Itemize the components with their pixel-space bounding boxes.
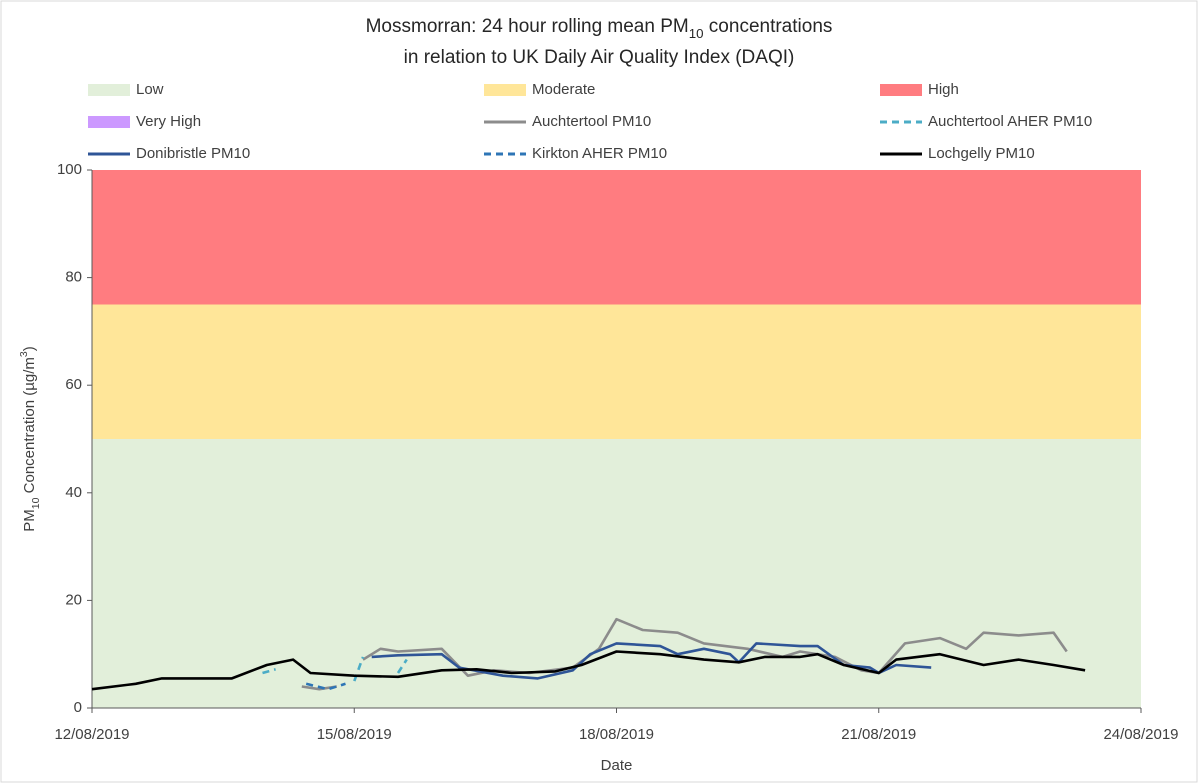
subscript: 10 — [689, 26, 704, 41]
legend-swatch — [880, 84, 922, 96]
x-tick-label: 24/08/2019 — [1103, 726, 1178, 743]
legend-label: Auchtertool AHER PM10 — [928, 113, 1092, 130]
x-tick-label: 15/08/2019 — [317, 726, 392, 743]
aqi-band — [92, 170, 1141, 305]
x-tick-label: 18/08/2019 — [579, 726, 654, 743]
x-tick-label: 21/08/2019 — [841, 726, 916, 743]
legend-label: Low — [136, 81, 164, 98]
text-part: concentrations — [704, 16, 833, 37]
y-tick-label: 40 — [65, 484, 82, 501]
chart-title: Mossmorran: 24 hour rolling mean PM10 co… — [366, 16, 833, 41]
text-part: PM — [21, 509, 38, 532]
series-line — [91, 650, 1086, 691]
legend-label: Lochgelly PM10 — [928, 145, 1035, 162]
legend-label: Auchtertool PM10 — [532, 113, 651, 130]
aqi-band — [92, 304, 1141, 439]
y-tick-label: 100 — [57, 161, 82, 178]
chart-title: in relation to UK Daily Air Quality Inde… — [404, 47, 795, 68]
text-part: Mossmorran: 24 hour rolling mean PM — [366, 16, 689, 37]
y-tick-label: 80 — [65, 269, 82, 286]
x-tick-label: 12/08/2019 — [54, 726, 129, 743]
legend-swatch — [484, 84, 526, 96]
text-part: in relation to UK Daily Air Quality Inde… — [404, 47, 795, 68]
superscript: 3 — [18, 351, 30, 357]
series-line — [371, 642, 932, 680]
legend-label: Kirkton AHER PM10 — [532, 145, 667, 162]
legend-label: High — [928, 81, 959, 98]
series-line — [262, 656, 408, 682]
y-axis-label: PM10 Concentration (µg/m3) — [18, 346, 42, 531]
text-part: ) — [21, 346, 38, 351]
y-tick-label: 0 — [74, 699, 82, 716]
legend-swatch — [88, 84, 130, 96]
legend-label: Donibristle PM10 — [136, 145, 250, 162]
x-axis-label: Date — [601, 757, 633, 774]
text-part: Concentration (µg/m — [21, 357, 38, 497]
legend-label: Very High — [136, 113, 201, 130]
subscript: 10 — [30, 497, 42, 509]
aqi-band — [92, 439, 1141, 708]
legend-label: Moderate — [532, 81, 595, 98]
y-tick-label: 60 — [65, 376, 82, 393]
legend-swatch — [88, 116, 130, 128]
y-tick-label: 20 — [65, 591, 82, 608]
